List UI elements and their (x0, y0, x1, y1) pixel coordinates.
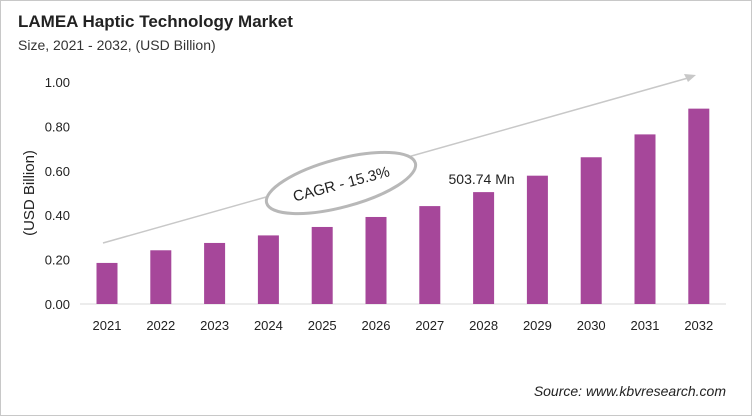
bar-2023 (204, 242, 226, 304)
x-tick-label: 2025 (308, 318, 337, 333)
bar-2027 (419, 206, 441, 304)
bar-2031 (634, 134, 656, 304)
bar-2024 (257, 235, 279, 304)
bar-2026 (365, 216, 387, 304)
x-tick-label: 2024 (254, 318, 283, 333)
x-tick-label: 2030 (577, 318, 606, 333)
data-label-2028: 503.74 Mn (449, 171, 515, 187)
y-tick-label: 0.60 (45, 164, 70, 179)
y-tick-label: 0.40 (45, 208, 70, 223)
x-tick-label: 2028 (469, 318, 498, 333)
bar-2028 (473, 192, 495, 304)
y-tick-label: 0.00 (45, 297, 70, 312)
bar-2032 (688, 108, 710, 304)
y-tick-label: 0.20 (45, 253, 70, 268)
chart-subtitle: Size, 2021 - 2032, (USD Billion) (18, 37, 216, 53)
x-tick-label: 2022 (146, 318, 175, 333)
x-tick-label: 2029 (523, 318, 552, 333)
x-tick-label: 2032 (684, 318, 713, 333)
x-tick-label: 2031 (631, 318, 660, 333)
bar-2022 (150, 250, 172, 304)
y-tick-label: 0.80 (45, 119, 70, 134)
bar-2025 (311, 226, 333, 304)
x-tick-label: 2021 (93, 318, 122, 333)
cagr-ellipse (264, 150, 418, 216)
x-tick-label: 2027 (415, 318, 444, 333)
source-note: Source: www.kbvresearch.com (533, 383, 726, 399)
y-tick-label: 1.00 (45, 75, 70, 90)
x-tick-label: 2026 (362, 318, 391, 333)
bar-2021 (96, 262, 118, 304)
chart-title: LAMEA Haptic Technology Market (18, 12, 293, 31)
bar-2030 (580, 157, 602, 304)
trend-arrow-head (684, 74, 696, 82)
y-axis-label: (USD Billion) (21, 150, 38, 236)
x-tick-label: 2023 (200, 318, 229, 333)
bar-2029 (526, 175, 548, 304)
